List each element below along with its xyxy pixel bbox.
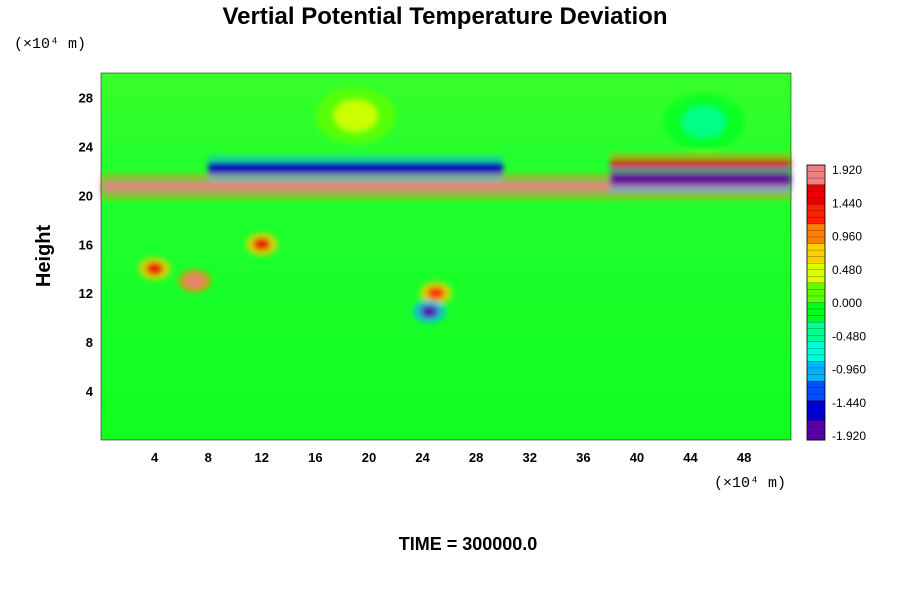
x-tick-label: 12 bbox=[255, 450, 269, 465]
chart-title: Vertial Potential Temperature Deviation bbox=[222, 3, 667, 30]
colorbar-tick-label: -1.920 bbox=[832, 429, 866, 443]
x-tick-label: 28 bbox=[469, 450, 483, 465]
y-tick-label: 4 bbox=[86, 384, 94, 399]
colorbar-frame bbox=[806, 164, 826, 441]
colorbar-tick-label: 0.960 bbox=[832, 230, 862, 244]
heatmap-band-fringe bbox=[610, 153, 791, 158]
heatmap-blob-core bbox=[333, 99, 378, 132]
colorbar-segment bbox=[807, 302, 825, 323]
y-tick-label: 8 bbox=[86, 335, 93, 350]
x-tick-label: 48 bbox=[737, 450, 751, 465]
y-tick-label: 28 bbox=[79, 90, 93, 105]
colorbar-segment bbox=[807, 282, 825, 303]
colorbar-tick-label: -1.440 bbox=[832, 396, 866, 410]
x-tick-label: 20 bbox=[362, 450, 376, 465]
heatmap-blob-core bbox=[420, 305, 439, 318]
x-tick-label: 24 bbox=[415, 450, 430, 465]
colorbar-segment bbox=[807, 400, 825, 421]
x-tick-label: 16 bbox=[308, 450, 322, 465]
colorbar-segment bbox=[807, 204, 825, 225]
plot-area bbox=[100, 72, 792, 441]
x-tick-label: 44 bbox=[683, 450, 698, 465]
x-unit-label: (×10⁴ m) bbox=[714, 475, 786, 492]
colorbar-segment bbox=[807, 184, 825, 205]
colorbar-segment bbox=[807, 420, 825, 441]
heatmap-band-fringe bbox=[610, 187, 791, 192]
colorbar-segment bbox=[807, 322, 825, 343]
colorbar bbox=[806, 164, 826, 441]
heatmap-blob-core bbox=[252, 237, 271, 251]
y-unit-label: (×10⁴ m) bbox=[14, 36, 86, 53]
heatmap-blob-core bbox=[185, 274, 204, 288]
colorbar-segment bbox=[807, 381, 825, 402]
x-tick-label: 40 bbox=[630, 450, 644, 465]
colorbar-tick-label: 1.920 bbox=[832, 163, 862, 177]
heatmap-band-fringe bbox=[208, 156, 503, 161]
y-tick-label: 12 bbox=[79, 286, 93, 301]
colorbar-segment bbox=[807, 223, 825, 245]
y-tick-label: 20 bbox=[79, 188, 93, 203]
colorbar-segment bbox=[807, 263, 825, 284]
colorbar-segment bbox=[807, 243, 825, 264]
plot-frame bbox=[100, 72, 792, 441]
heatmap-band bbox=[610, 173, 791, 186]
x-ticks: 4 8 12 16 20 24 28 32 36 40 44 48 bbox=[151, 450, 751, 465]
heatmap-blob-core bbox=[681, 105, 726, 138]
heatmap-band-fringe bbox=[208, 176, 503, 181]
colorbar-tick-label: 1.440 bbox=[832, 196, 862, 210]
colorbar-tick-label: 0.480 bbox=[832, 263, 862, 277]
colorbar-tick-label: -0.960 bbox=[832, 363, 866, 377]
time-label: TIME = 300000.0 bbox=[399, 534, 538, 554]
y-axis-label: Height bbox=[33, 225, 55, 288]
colorbar-segment bbox=[807, 165, 825, 186]
colorbar-tick-label: -0.480 bbox=[832, 329, 866, 343]
heatmap-band bbox=[208, 162, 503, 175]
heatmap-blob-core bbox=[427, 286, 445, 300]
y-tick-label: 24 bbox=[79, 139, 94, 154]
x-tick-label: 4 bbox=[151, 450, 159, 465]
x-tick-label: 8 bbox=[205, 450, 212, 465]
colorbar-tick-label: 0.000 bbox=[832, 296, 862, 310]
colorbar-segment bbox=[807, 341, 825, 362]
heatmap-blob-core bbox=[145, 262, 164, 276]
x-tick-label: 32 bbox=[523, 450, 537, 465]
heatmap-band-fringe bbox=[101, 194, 791, 199]
colorbar-segment bbox=[807, 361, 825, 382]
colorbar-ticks: 1.920 1.440 0.960 0.480 0.000 -0.480 -0.960 -1.… bbox=[832, 163, 866, 443]
y-ticks: 4 8 12 16 20 24 28 bbox=[79, 90, 94, 399]
heatmap-band-fringe bbox=[610, 167, 791, 172]
x-tick-label: 36 bbox=[576, 450, 590, 465]
y-tick-label: 16 bbox=[79, 237, 93, 252]
